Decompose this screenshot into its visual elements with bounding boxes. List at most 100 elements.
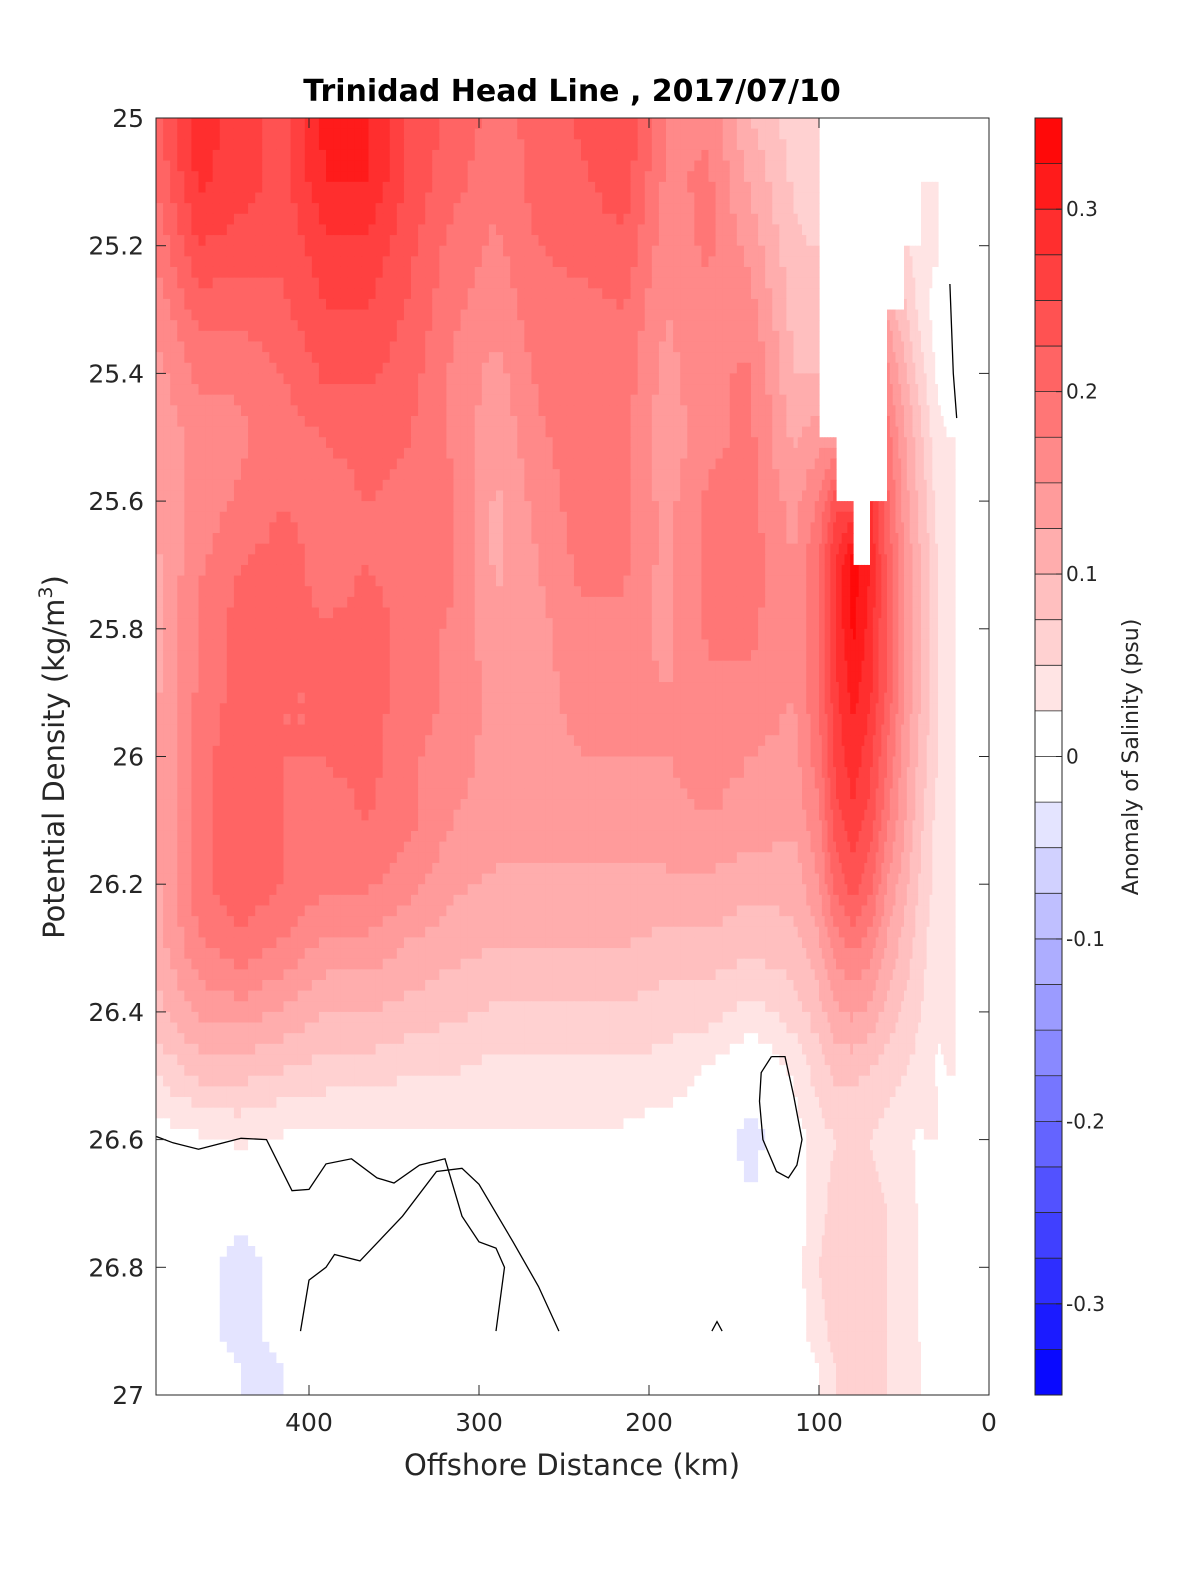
contour-cell: [531, 533, 539, 544]
contour-cell: [503, 469, 511, 480]
contour-cell: [411, 459, 419, 470]
contour-cell: [361, 171, 369, 182]
contour-cell: [425, 416, 433, 427]
contour-cell: [248, 192, 256, 203]
contour-cell: [411, 490, 419, 501]
contour-cell: [716, 129, 724, 140]
contour-cell: [170, 416, 178, 427]
contour-cell: [588, 331, 596, 342]
contour-cell: [227, 363, 235, 374]
contour-cell: [376, 522, 384, 533]
contour-cell: [439, 214, 447, 225]
contour-cell: [806, 437, 811, 448]
contour-cell: [553, 235, 561, 246]
contour-cell: [156, 448, 164, 459]
contour-cell: [645, 522, 653, 533]
contour-cell: [659, 256, 667, 267]
contour-cell: [701, 437, 709, 448]
contour-cell: [468, 427, 476, 438]
contour-cell: [482, 171, 490, 182]
contour-cell: [461, 533, 469, 544]
contour-cell: [609, 544, 617, 555]
contour-cell: [269, 331, 277, 342]
contour-cell: [411, 533, 419, 544]
contour-cell: [794, 480, 799, 491]
contour-cell: [170, 118, 178, 129]
contour-cell: [468, 182, 476, 193]
contour-cell: [489, 214, 497, 225]
contour-cell: [291, 501, 299, 512]
contour-cell: [326, 299, 334, 310]
contour-cell: [574, 544, 582, 555]
contour-cell: [361, 437, 369, 448]
contour-cell: [340, 405, 348, 416]
contour-cell: [638, 288, 646, 299]
contour-cell: [798, 331, 803, 342]
contour-cell: [517, 533, 525, 544]
contour-cell: [694, 182, 702, 193]
contour-cell: [177, 299, 185, 310]
contour-cell: [220, 192, 228, 203]
contour-cell: [461, 405, 469, 416]
contour-cell: [191, 586, 199, 597]
contour-cell: [811, 448, 816, 459]
contour-cell: [227, 501, 235, 512]
contour-cell: [609, 267, 617, 278]
contour-cell: [652, 161, 660, 172]
contour-cell: [432, 182, 440, 193]
contour-cell: [631, 533, 639, 544]
contour-cell: [616, 139, 624, 150]
contour-cell: [673, 171, 681, 182]
contour-cell: [411, 480, 419, 491]
contour-cell: [291, 267, 299, 278]
contour-cell: [418, 469, 426, 480]
contour-cell: [234, 469, 242, 480]
contour-cell: [723, 427, 731, 438]
contour-cell: [461, 352, 469, 363]
contour-cell: [163, 288, 171, 299]
contour-cell: [772, 459, 780, 470]
contour-cell: [326, 373, 334, 384]
contour-cell: [369, 490, 377, 501]
contour-cell: [305, 448, 313, 459]
contour-cell: [524, 320, 532, 331]
contour-cell: [241, 405, 249, 416]
contour-cell: [815, 150, 820, 161]
contour-cell: [404, 341, 412, 352]
contour-cell: [361, 480, 369, 491]
contour-cell: [156, 586, 164, 597]
contour-cell: [241, 150, 249, 161]
contour-cell: [581, 129, 589, 140]
contour-cell: [709, 459, 717, 470]
contour-cell: [475, 363, 483, 374]
contour-cell: [560, 288, 568, 299]
contour-cell: [673, 522, 681, 533]
contour-cell: [432, 310, 440, 321]
contour-cell: [624, 129, 632, 140]
contour-cell: [432, 224, 440, 235]
contour-cell: [333, 171, 341, 182]
contour-cell: [744, 224, 752, 235]
contour-cell: [730, 224, 738, 235]
contour-cell: [475, 501, 483, 512]
contour-cell: [744, 139, 752, 150]
contour-cell: [730, 118, 738, 129]
contour-cell: [701, 224, 709, 235]
contour-cell: [326, 522, 334, 533]
contour-cell: [765, 129, 773, 140]
contour-cell: [191, 490, 199, 501]
contour-cell: [560, 384, 568, 395]
contour-cell: [709, 501, 717, 512]
contour-cell: [496, 501, 504, 512]
contour-cell: [213, 192, 221, 203]
contour-cell: [794, 224, 799, 235]
contour-cell: [758, 544, 766, 555]
contour-cell: [531, 129, 539, 140]
contour-cell: [326, 437, 334, 448]
contour-cell: [765, 214, 773, 225]
contour-cell: [616, 427, 624, 438]
contour-cell: [255, 395, 263, 406]
contour-cell: [184, 469, 192, 480]
contour-cell: [659, 182, 667, 193]
contour-cell: [716, 373, 724, 384]
